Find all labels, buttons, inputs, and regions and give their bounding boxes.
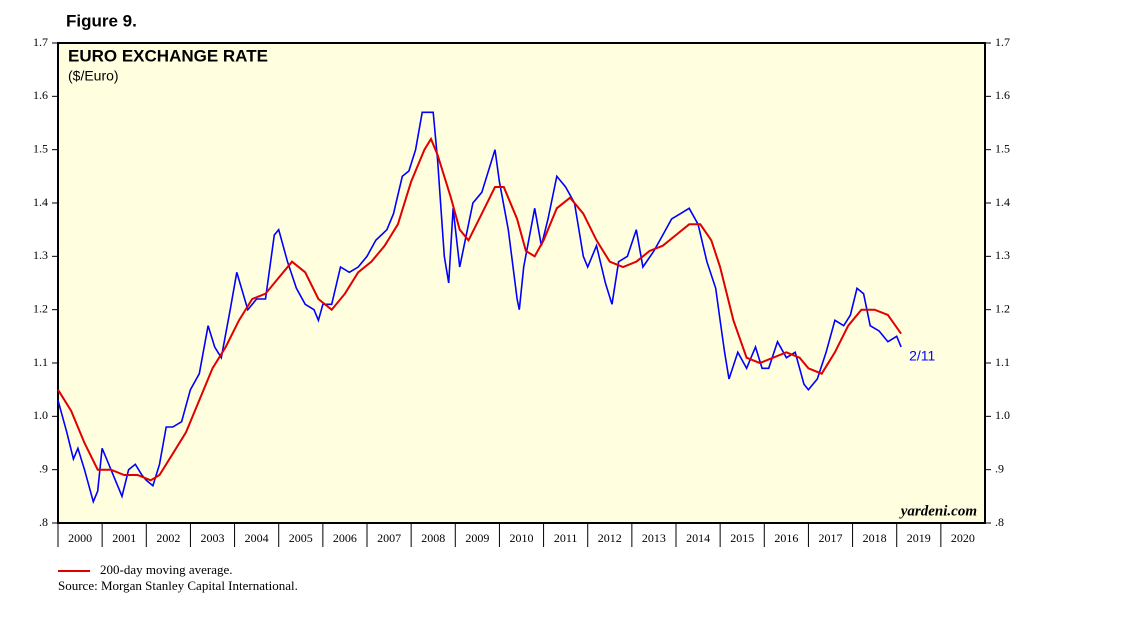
x-tick-label: 2000 — [68, 531, 92, 545]
y-tick-label: 1.2 — [33, 301, 48, 315]
y-tick-label: 1.4 — [33, 195, 48, 209]
x-tick-label: 2019 — [907, 531, 931, 545]
series-line — [57, 111, 902, 505]
y2-tick-label: 1.4 — [995, 195, 1010, 209]
y-tick-label: 1.3 — [33, 248, 48, 262]
legend-label: 200-day moving average. — [100, 562, 232, 577]
y-tick-label: 1.7 — [33, 35, 48, 49]
x-tick-label: 2016 — [774, 531, 798, 545]
y2-tick-label: 1.2 — [995, 301, 1010, 315]
source-note: Source: Morgan Stanley Capital Internati… — [58, 578, 298, 593]
x-tick-label: 2011 — [554, 531, 578, 545]
x-tick-label: 2013 — [642, 531, 666, 545]
y-tick-label: 1.5 — [33, 141, 48, 155]
x-tick-label: 2007 — [377, 531, 401, 545]
x-tick-label: 2006 — [333, 531, 357, 545]
x-tick-label: 2020 — [951, 531, 975, 545]
x-tick-label: 2010 — [510, 531, 534, 545]
x-tick-label: 2003 — [201, 531, 225, 545]
y-tick-label: .8 — [39, 515, 48, 529]
x-tick-label: 2001 — [112, 531, 136, 545]
annotation: 2/11 — [909, 348, 935, 364]
x-tick-label: 2014 — [686, 531, 710, 545]
y-tick-label: 1.6 — [33, 88, 48, 102]
x-tick-label: 2015 — [730, 531, 754, 545]
y2-tick-label: 1.1 — [995, 355, 1010, 369]
x-tick-label: 2002 — [156, 531, 180, 545]
figure-label: Figure 9. — [66, 11, 137, 30]
y2-tick-label: 1.0 — [995, 408, 1010, 422]
y-tick-label: 1.1 — [33, 355, 48, 369]
chart-title: EURO EXCHANGE RATE — [68, 46, 268, 65]
y-tick-label: 1.0 — [33, 408, 48, 422]
x-tick-label: 2005 — [289, 531, 313, 545]
y2-tick-label: 1.6 — [995, 88, 1010, 102]
y2-tick-label: 1.3 — [995, 248, 1010, 262]
x-tick-label: 2012 — [598, 531, 622, 545]
y2-tick-label: 1.7 — [995, 35, 1010, 49]
chart-subtitle: ($/Euro) — [68, 68, 119, 84]
x-tick-label: 2017 — [819, 531, 843, 545]
x-tick-label: 2004 — [245, 531, 269, 545]
y2-tick-label: .9 — [995, 461, 1004, 475]
x-tick-label: 2009 — [465, 531, 489, 545]
y-tick-label: .9 — [39, 461, 48, 475]
x-tick-label: 2018 — [863, 531, 887, 545]
x-tick-label: 2008 — [421, 531, 445, 545]
y2-tick-label: .8 — [995, 515, 1004, 529]
watermark: yardeni.com — [899, 503, 977, 519]
series-line — [57, 136, 902, 482]
y2-tick-label: 1.5 — [995, 141, 1010, 155]
